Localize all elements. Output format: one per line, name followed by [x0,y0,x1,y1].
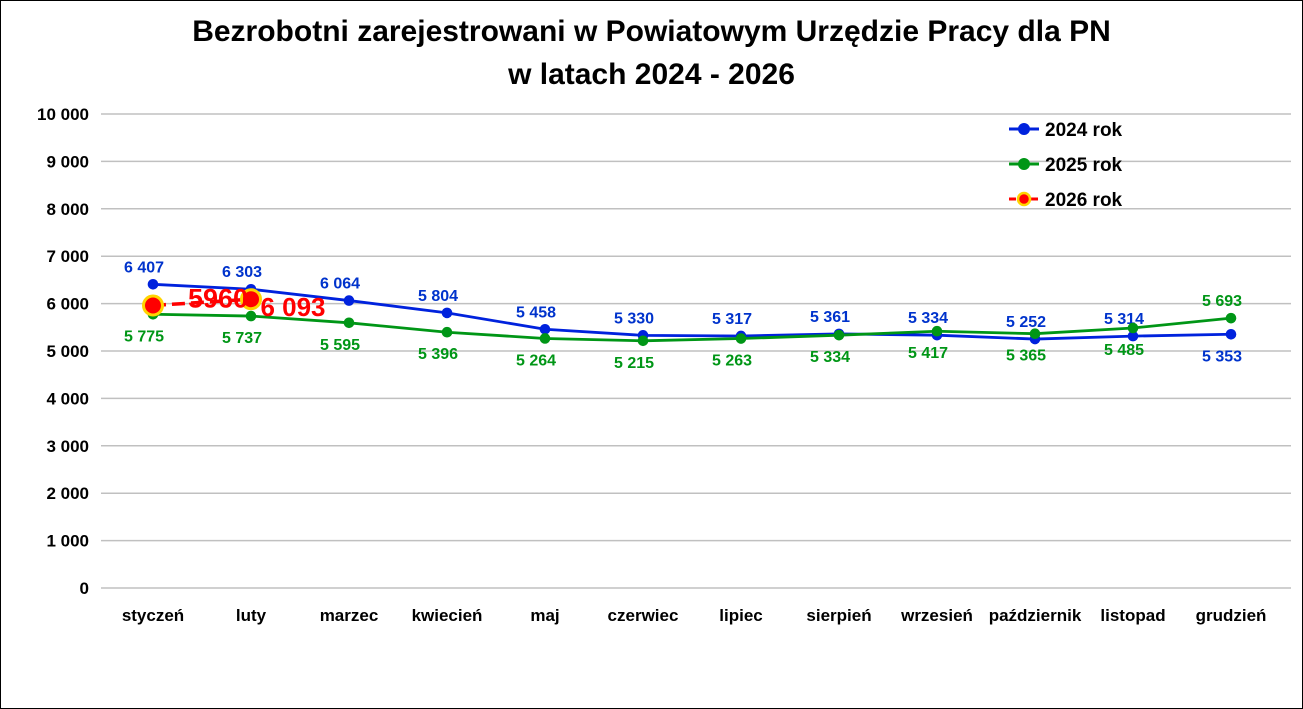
data-point-label: 5 264 [516,352,556,369]
data-point-label: 6 303 [222,264,262,281]
data-point-label: 5 485 [1104,342,1144,359]
chart-title-line2: w latach 2024 - 2026 [508,58,795,91]
y-tick-label: 10 000 [37,105,89,124]
data-point-marker [441,307,453,319]
data-point-label: 5 693 [1202,293,1242,310]
data-point-label: 6 093 [260,292,325,322]
data-point-marker [1029,328,1041,339]
data-point-label: 5 595 [320,337,360,354]
data-point-label: 5 314 [1104,311,1144,328]
series-line [152,297,252,308]
data-point-label: 5 353 [1202,348,1242,365]
y-tick-label: 3 000 [46,437,89,456]
x-axis-category-labels: styczeń luty marzec kwiecień maj czerwiec lipi… [122,606,1267,625]
x-tick-label: wrzesień [900,606,973,625]
x-tick-label: listopad [1100,606,1165,625]
legend-item-2025-rok: 2025 rok [1009,155,1123,176]
legend-label: 2024 rok [1045,120,1123,141]
data-point-label: 6 064 [320,276,360,293]
y-tick-label: 1 000 [46,532,89,551]
data-point-label: 5 263 [712,353,752,370]
data-point-marker [539,323,551,335]
legend-marker [1018,123,1030,135]
data-point-label: 5 334 [810,349,850,366]
data-point-marker [240,288,262,311]
data-point-label: 5 330 [614,310,654,327]
x-tick-label: lipiec [719,606,762,625]
legend: 2024 rok 2025 rok 2026 rok [1009,120,1123,211]
series-2025-rok: 5 775 5 737 5 595 5 396 5 264 5 215 5 263 5 334… [124,293,1242,372]
data-point-label: 5 317 [712,311,752,328]
legend-marker [1016,191,1032,207]
data-point-marker [1225,328,1237,340]
chart-title-line1: Bezrobotni zarejestrowani w Powiatowym U… [192,15,1111,48]
x-tick-label: czerwiec [608,606,679,625]
data-point-label: 5 804 [418,288,458,305]
data-point-marker [245,310,257,322]
data-point-label: 5 215 [614,355,654,372]
data-point-marker [833,329,845,341]
data-point-label: 5 252 [1006,314,1046,331]
data-point-marker [441,326,453,338]
y-axis-tick-labels: 0 1 000 2 000 3 000 4 000 5 000 6 000 7 000 8 00… [37,105,89,598]
data-point-marker [1225,312,1237,324]
x-tick-label: sierpień [806,606,871,625]
chart-title: Bezrobotni zarejestrowani w Powiatowym U… [1,10,1302,96]
y-tick-label: 2 000 [46,484,89,503]
data-point-marker [343,317,355,329]
legend-item-2024-rok: 2024 rok [1009,120,1123,141]
y-tick-label: 7 000 [46,247,89,266]
data-point-marker [539,333,551,344]
data-point-label: 5 361 [810,309,850,326]
y-tick-label: 8 000 [46,200,89,219]
data-point-label: 5 417 [908,345,948,362]
data-point-marker [343,295,355,306]
y-tick-label: 5 000 [46,342,89,361]
series-line [152,312,1232,343]
legend-marker [1018,158,1030,170]
data-point-marker [147,279,159,290]
data-point-label: 5 365 [1006,348,1046,365]
y-tick-label: 9 000 [46,152,89,171]
legend-label: 2026 rok [1045,190,1123,211]
x-tick-label: grudzień [1196,606,1267,625]
x-tick-label: styczeń [122,606,184,625]
data-point-label: 6 407 [124,259,164,276]
data-point-marker [931,325,943,337]
x-tick-label: luty [236,606,267,625]
data-point-label: 5 396 [418,346,458,363]
legend-label: 2025 rok [1045,155,1123,176]
data-point-label: 5 775 [124,328,164,345]
series-2026-rok: 5960 6 093 [142,283,326,322]
y-tick-label: 4 000 [46,389,89,408]
data-point-marker [1127,330,1139,342]
data-point-label: 5 334 [908,310,948,327]
y-tick-label: 0 [80,579,89,598]
y-tick-label: 6 000 [46,295,89,314]
data-point-marker [637,335,649,347]
data-point-marker [735,333,747,344]
data-point-label: 5960 [188,283,248,313]
data-point-marker [142,294,164,317]
data-point-label: 5 458 [516,304,556,321]
gridlines [101,113,1291,589]
legend-item-2026-rok: 2026 rok [1009,190,1123,211]
x-tick-label: maj [530,606,559,625]
x-tick-label: kwiecień [412,606,483,625]
series-line [152,282,1232,341]
data-point-label: 5 737 [222,330,262,347]
x-tick-label: marzec [320,606,379,625]
data-point-marker [1127,322,1139,334]
x-tick-label: październik [989,606,1082,625]
